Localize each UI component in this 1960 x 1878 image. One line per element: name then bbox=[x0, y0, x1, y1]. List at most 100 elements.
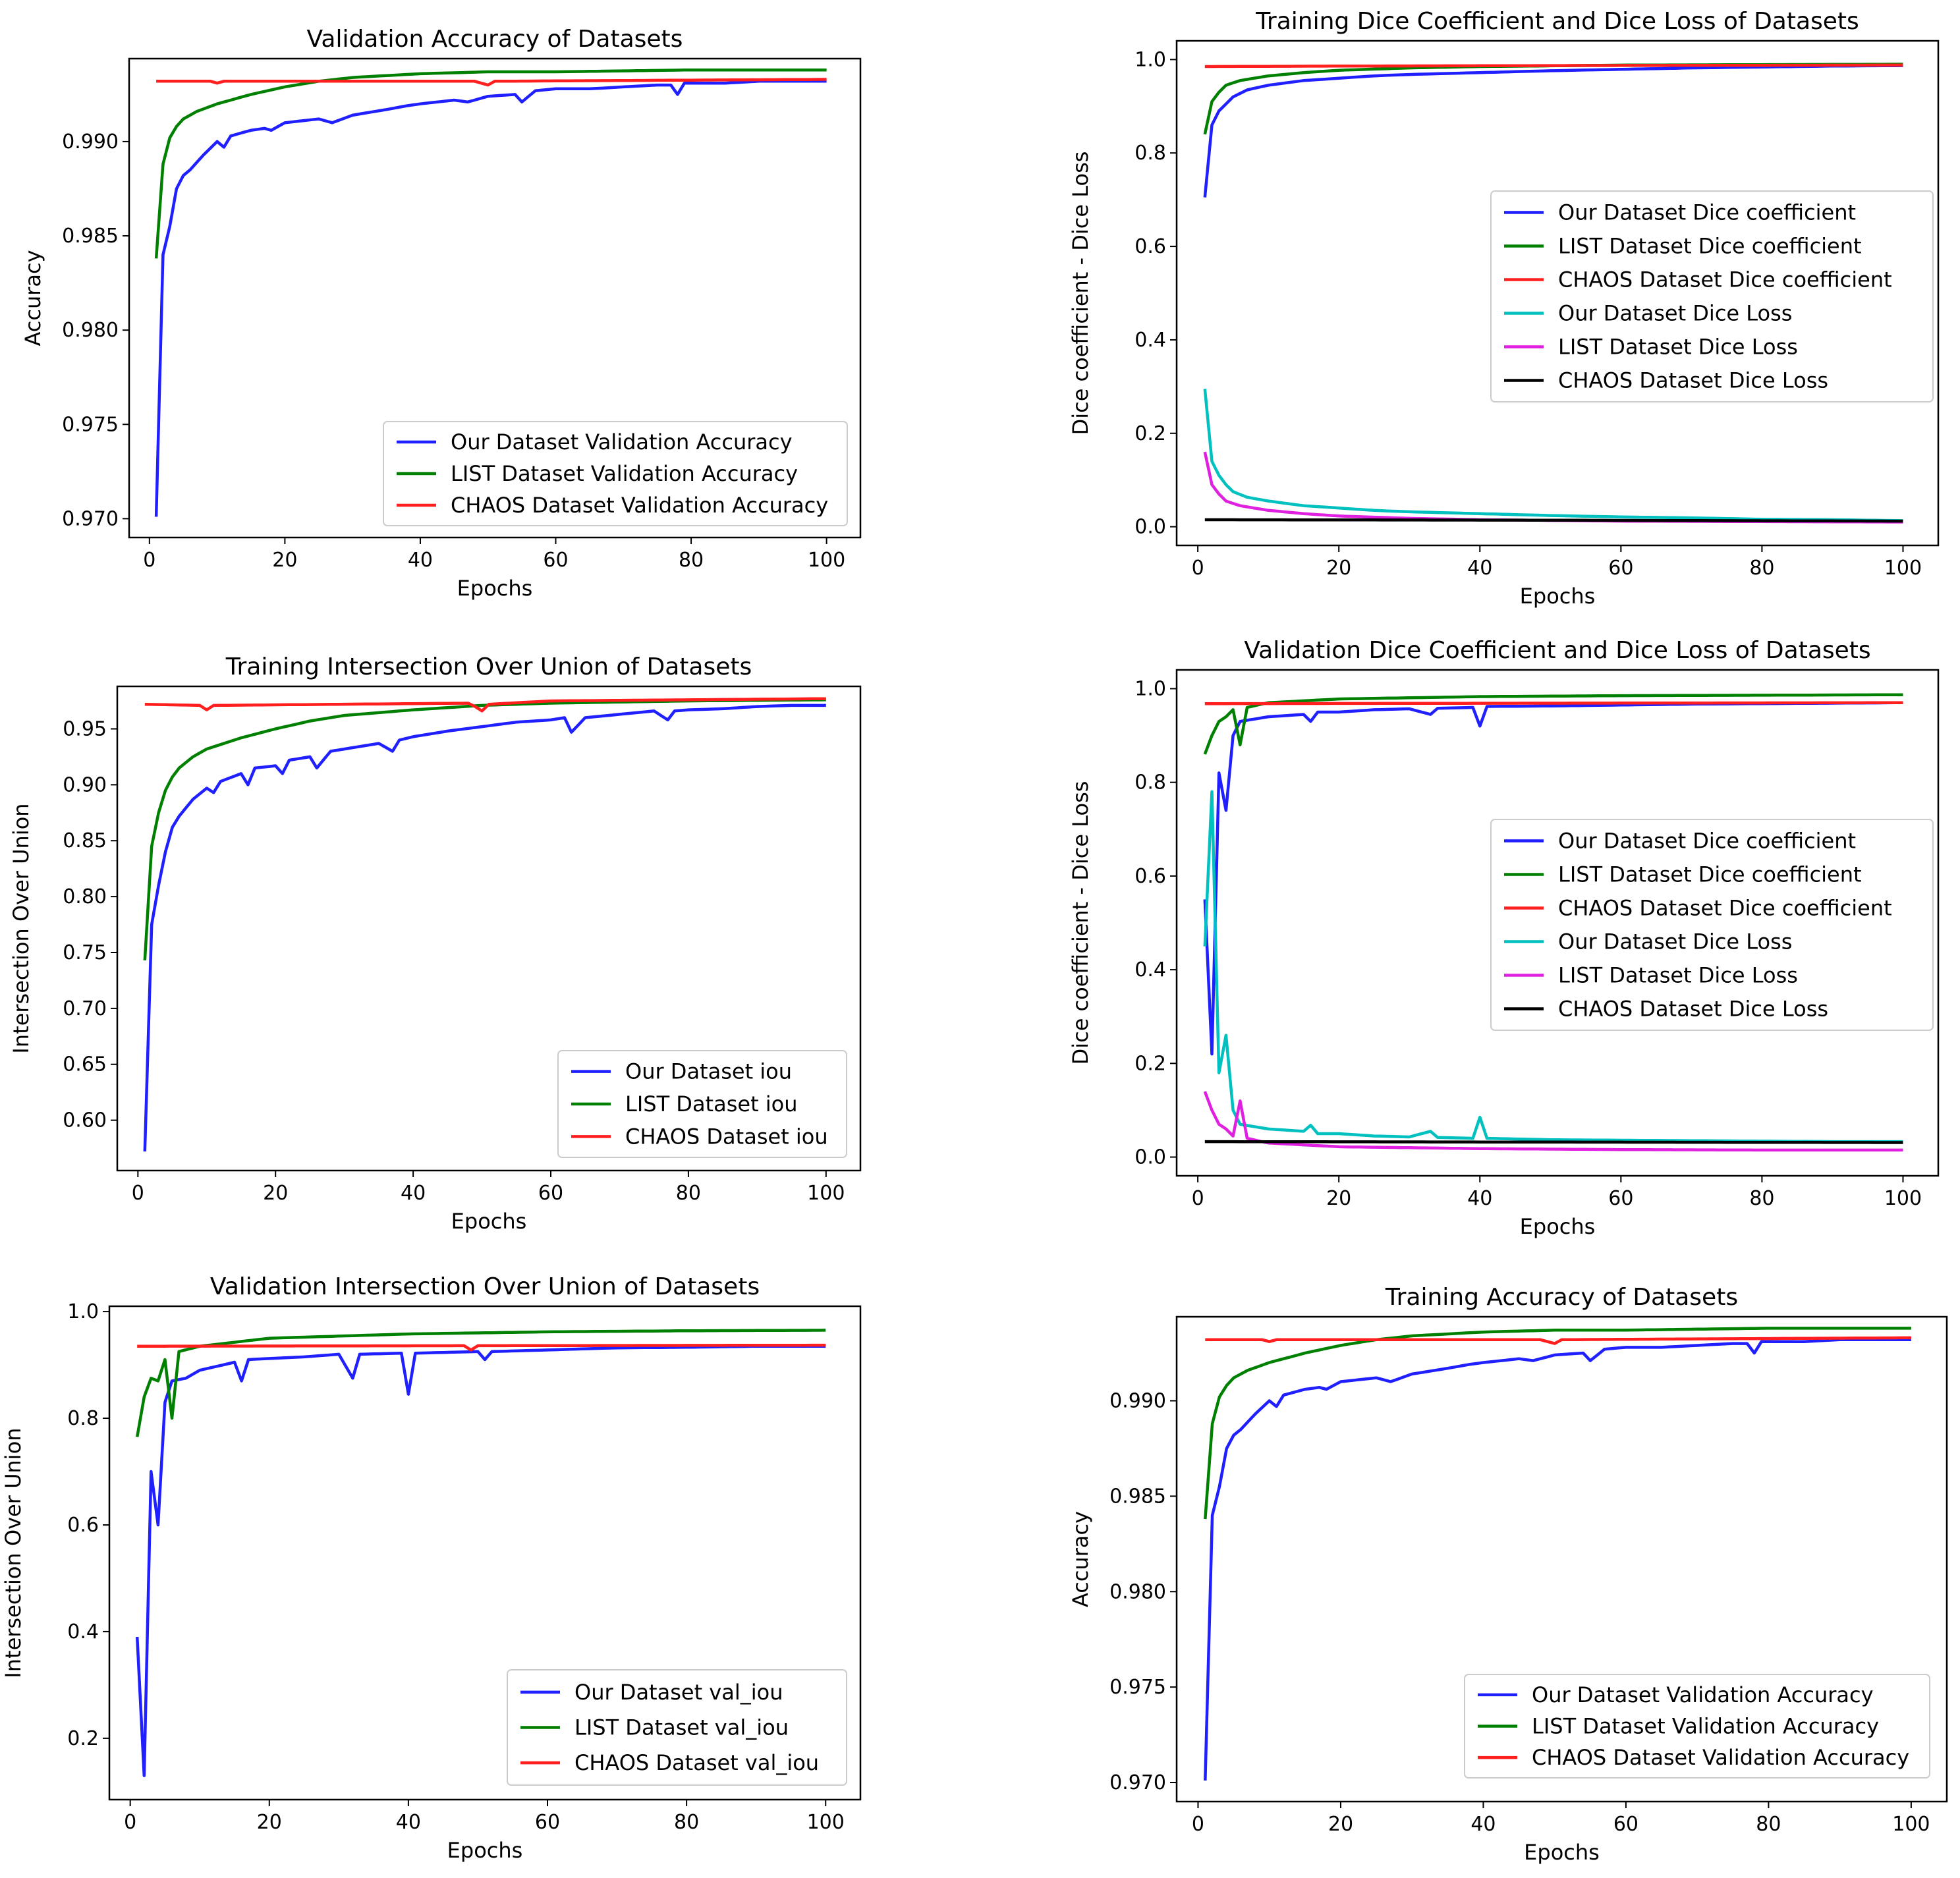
x-tick-label: 0 bbox=[1192, 1813, 1204, 1836]
legend-label: CHAOS Dataset Validation Accuracy bbox=[1532, 1745, 1909, 1770]
legend-label: LIST Dataset val_iou bbox=[574, 1715, 789, 1740]
y-tick-label: 0.985 bbox=[1109, 1485, 1166, 1508]
chart-title: Training Accuracy of Datasets bbox=[1385, 1284, 1738, 1311]
x-tick-label: 80 bbox=[1749, 557, 1774, 580]
x-tick-label: 20 bbox=[1326, 1187, 1351, 1210]
series-line-4 bbox=[1203, 1091, 1903, 1152]
x-tick-label: 20 bbox=[263, 1182, 288, 1205]
y-tick-label: 0.4 bbox=[1134, 329, 1166, 352]
chart-train_dice: Training Dice Coefficient and Dice Loss … bbox=[1068, 8, 1940, 609]
x-tick-label: 80 bbox=[679, 549, 704, 572]
y-tick-label: 0.6 bbox=[67, 1514, 99, 1537]
y-tick-label: 0.70 bbox=[63, 997, 107, 1020]
y-tick-label: 0.80 bbox=[63, 885, 107, 908]
y-tick-label: 0.975 bbox=[1109, 1676, 1166, 1699]
series-line-2 bbox=[156, 78, 827, 87]
y-tick-label: 0.2 bbox=[1134, 1052, 1166, 1075]
y-tick-label: 1.0 bbox=[1134, 48, 1166, 71]
chart-title: Validation Accuracy of Datasets bbox=[307, 26, 683, 53]
y-axis-label: Accuracy bbox=[20, 250, 45, 346]
y-tick-label: 0.0 bbox=[1134, 1146, 1166, 1169]
x-axis-label: Epochs bbox=[1520, 584, 1596, 609]
legend-box bbox=[1490, 190, 1934, 402]
legend-label: Our Dataset Dice Loss bbox=[1558, 929, 1792, 954]
y-axis-label: Intersection Over Union bbox=[9, 803, 34, 1053]
series-line-0 bbox=[154, 80, 827, 517]
legend: Our Dataset iou LIST Dataset iou CHAOS Dat… bbox=[557, 1050, 847, 1158]
series-line-2 bbox=[144, 697, 826, 713]
legend-label: LIST Dataset Dice coefficient bbox=[1558, 862, 1862, 887]
legend-box bbox=[1490, 819, 1934, 1031]
y-tick-label: 0.90 bbox=[63, 773, 107, 796]
legend-label: LIST Dataset Validation Accuracy bbox=[451, 461, 798, 486]
legend-label: Our Dataset Dice coefficient bbox=[1558, 829, 1856, 854]
x-tick-label: 20 bbox=[257, 1811, 282, 1834]
legend-label: Our Dataset Validation Accuracy bbox=[451, 429, 793, 455]
series-line-2 bbox=[1204, 63, 1903, 69]
y-tick-label: 0.6 bbox=[1134, 865, 1166, 888]
x-tick-label: 40 bbox=[408, 549, 433, 572]
y-axis-label: Intersection Over Union bbox=[1, 1427, 26, 1678]
x-axis-label: Epochs bbox=[447, 1838, 523, 1863]
y-tick-label: 1.0 bbox=[1134, 677, 1166, 700]
y-tick-label: 0.2 bbox=[67, 1727, 99, 1750]
legend: Our Dataset val_iou LIST Dataset val_iou C… bbox=[507, 1669, 847, 1786]
x-tick-label: 40 bbox=[1467, 557, 1492, 580]
y-tick-label: 0.60 bbox=[63, 1109, 107, 1132]
x-tick-label: 60 bbox=[1608, 557, 1633, 580]
x-tick-label: 80 bbox=[676, 1182, 701, 1205]
chart-title: Validation Dice Coefficient and Dice Los… bbox=[1244, 637, 1870, 664]
series-line-0 bbox=[1203, 64, 1903, 198]
x-tick-label: 60 bbox=[535, 1811, 560, 1834]
y-tick-label: 0.980 bbox=[1109, 1580, 1166, 1603]
legend: Our Dataset Validation Accuracy LIST Data… bbox=[1464, 1674, 1930, 1779]
x-tick-label: 40 bbox=[396, 1811, 421, 1834]
chart-val_iou: Validation Intersection Over Union of Da… bbox=[1, 1273, 862, 1863]
y-tick-label: 0.8 bbox=[1134, 771, 1166, 794]
legend-label: CHAOS Dataset Dice coefficient bbox=[1558, 896, 1892, 921]
legend-label: Our Dataset Dice Loss bbox=[1558, 301, 1792, 326]
plot-frame bbox=[1175, 40, 1940, 547]
legend: Our Dataset Dice coefficient LIST Dataset… bbox=[1490, 190, 1934, 402]
legend-label: LIST Dataset Dice Loss bbox=[1558, 335, 1798, 360]
legend-label: CHAOS Dataset Dice Loss bbox=[1558, 997, 1828, 1022]
series-line-0 bbox=[143, 704, 826, 1152]
y-tick-label: 0.8 bbox=[67, 1407, 99, 1430]
plot-frame bbox=[1175, 669, 1940, 1177]
legend-box bbox=[1464, 1674, 1930, 1779]
series-line-2 bbox=[137, 1343, 826, 1352]
x-tick-label: 20 bbox=[1328, 1813, 1353, 1836]
series-line-3 bbox=[1203, 389, 1903, 522]
plot-frame bbox=[128, 57, 862, 539]
y-tick-label: 0.6 bbox=[1134, 235, 1166, 258]
series-line-0 bbox=[135, 1344, 826, 1777]
x-tick-label: 40 bbox=[401, 1182, 426, 1205]
series-line-1 bbox=[143, 698, 826, 961]
y-tick-label: 0.65 bbox=[63, 1053, 107, 1076]
x-tick-label: 20 bbox=[1326, 557, 1351, 580]
x-tick-label: 60 bbox=[538, 1182, 563, 1205]
x-tick-label: 20 bbox=[272, 549, 297, 572]
y-tick-label: 0.8 bbox=[1134, 142, 1166, 165]
y-tick-label: 0.0 bbox=[1134, 516, 1166, 539]
x-axis-label: Epochs bbox=[1524, 1840, 1600, 1865]
x-tick-label: 80 bbox=[674, 1811, 699, 1834]
legend-label: CHAOS Dataset iou bbox=[625, 1124, 828, 1149]
series-line-2 bbox=[1205, 1336, 1911, 1345]
legend-label: LIST Dataset Validation Accuracy bbox=[1532, 1714, 1879, 1739]
x-tick-label: 0 bbox=[1192, 1187, 1204, 1210]
legend-box bbox=[507, 1669, 847, 1786]
x-tick-label: 100 bbox=[807, 1811, 845, 1834]
x-tick-label: 0 bbox=[124, 1811, 136, 1834]
x-tick-label: 100 bbox=[1892, 1813, 1930, 1836]
x-tick-label: 60 bbox=[1613, 1813, 1638, 1836]
y-tick-label: 1.0 bbox=[67, 1300, 99, 1323]
series-line-1 bbox=[1203, 693, 1903, 755]
x-tick-label: 100 bbox=[808, 549, 845, 572]
x-tick-label: 100 bbox=[1884, 1187, 1922, 1210]
x-axis-label: Epochs bbox=[1520, 1214, 1596, 1239]
y-tick-label: 0.990 bbox=[62, 130, 119, 153]
series-line-1 bbox=[154, 68, 827, 259]
x-axis-label: Epochs bbox=[457, 576, 533, 601]
x-tick-label: 40 bbox=[1467, 1187, 1492, 1210]
